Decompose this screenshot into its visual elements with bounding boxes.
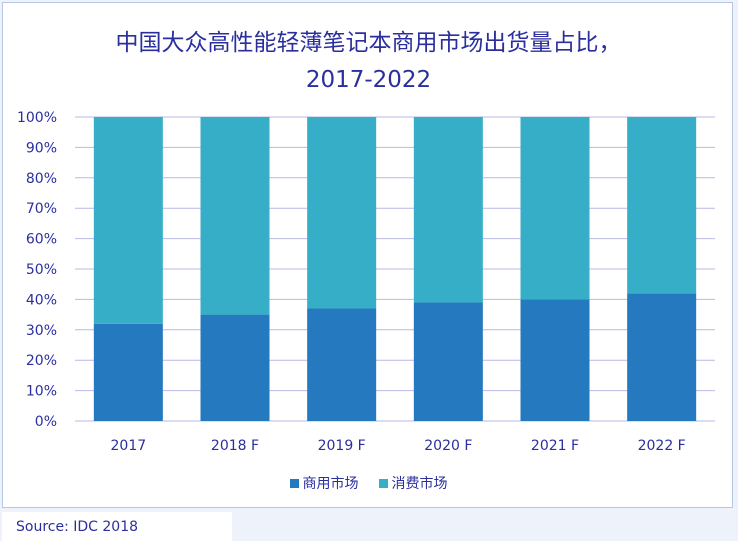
y-tick-label: 100% — [17, 110, 57, 126]
y-tick-label: 60% — [26, 232, 57, 248]
legend-label-commercial: 商用市场 — [302, 476, 359, 492]
bar-commercial — [93, 323, 163, 421]
bar-consumer — [200, 117, 270, 315]
y-tick-label: 30% — [26, 323, 57, 339]
x-tick-label: 2021 F — [531, 438, 579, 454]
bar-commercial — [307, 308, 377, 421]
source-box: Source: IDC 2018 — [2, 512, 232, 541]
chart-frame: 中国大众高性能轻薄笔记本商用市场出货量占比， 2017-2022 0% 10% 20… — [2, 2, 733, 508]
bar-consumer — [520, 117, 590, 300]
x-tick-label: 2019 F — [318, 438, 366, 454]
bar-consumer — [413, 117, 483, 303]
bar-consumer — [627, 117, 697, 294]
y-tick-label: 20% — [26, 353, 57, 369]
bar-commercial — [413, 302, 483, 421]
y-tick-label: 80% — [26, 171, 57, 187]
bar-consumer — [93, 117, 163, 324]
source-note: Source: IDC 2018 — [16, 519, 139, 535]
chart-title: 中国大众高性能轻薄笔记本商用市场出货量占比， 2017-2022 — [115, 30, 622, 93]
bar-commercial — [200, 314, 270, 421]
y-tick-label: 90% — [26, 140, 57, 156]
x-tick-label: 2022 F — [638, 438, 686, 454]
stacked-bar-chart: 0% 10% 20% 30% 40% 50% 60% 70% 80% 90% 100% 2017 201… — [17, 110, 715, 454]
bar-commercial — [627, 293, 697, 421]
legend-item-consumer: 消费市场 — [378, 473, 448, 493]
legend-swatch-commercial — [289, 478, 299, 488]
y-tick-label: 10% — [26, 384, 57, 400]
legend: 商用市场 消费市场 — [3, 473, 734, 493]
bar-commercial — [520, 299, 590, 421]
y-tick-label: 70% — [26, 201, 57, 217]
x-tick-label: 2017 — [111, 438, 147, 454]
legend-swatch-consumer — [378, 478, 388, 488]
legend-label-consumer: 消费市场 — [391, 476, 448, 492]
x-tick-label: 2018 F — [211, 438, 259, 454]
y-tick-label: 0% — [35, 414, 57, 430]
y-tick-label: 40% — [26, 292, 57, 308]
legend-item-commercial: 商用市场 — [289, 473, 359, 493]
y-tick-label: 50% — [26, 262, 57, 278]
x-tick-label: 2020 F — [424, 438, 472, 454]
bar-consumer — [307, 117, 377, 309]
